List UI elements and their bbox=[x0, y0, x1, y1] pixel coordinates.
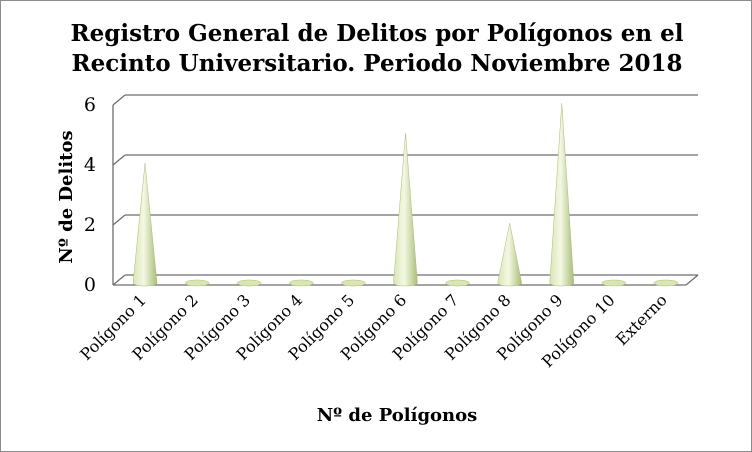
gridline-depth bbox=[112, 94, 126, 106]
cone-base-mark bbox=[341, 279, 366, 287]
cone-base-mark bbox=[445, 279, 470, 287]
y-axis-title: Nº de Delitos bbox=[56, 130, 77, 263]
y-tick-label: 2 bbox=[84, 214, 96, 236]
cone-base-mark bbox=[236, 279, 262, 287]
gridline-depth bbox=[112, 274, 126, 286]
gridline-depth bbox=[112, 154, 126, 166]
y-tick-label: 0 bbox=[84, 274, 96, 296]
x-tick-label: Externo bbox=[612, 290, 671, 349]
y-tick-labels: 0 2 4 6 bbox=[84, 94, 96, 296]
cone-mark bbox=[549, 102, 575, 287]
cone-mark bbox=[497, 222, 522, 287]
floor-edge-right bbox=[685, 274, 699, 286]
cone-base-mark bbox=[289, 279, 314, 287]
cone-marks bbox=[132, 102, 679, 287]
chart-title-line-2: Recinto Universitario. Periodo Noviembre… bbox=[71, 50, 682, 77]
y-tick-label: 6 bbox=[84, 94, 96, 116]
cone-base-mark bbox=[653, 279, 679, 287]
chart-title-line-1: Registro General de Delitos por Polígono… bbox=[71, 20, 684, 47]
cone-base-mark bbox=[601, 279, 627, 287]
cone-base-mark bbox=[184, 279, 210, 287]
gridline-depth bbox=[112, 214, 126, 226]
cone-mark bbox=[393, 132, 418, 287]
y-tick-label: 4 bbox=[84, 154, 96, 176]
cone-mark bbox=[132, 162, 158, 287]
x-axis-title: Nº de Polígonos bbox=[317, 405, 478, 426]
